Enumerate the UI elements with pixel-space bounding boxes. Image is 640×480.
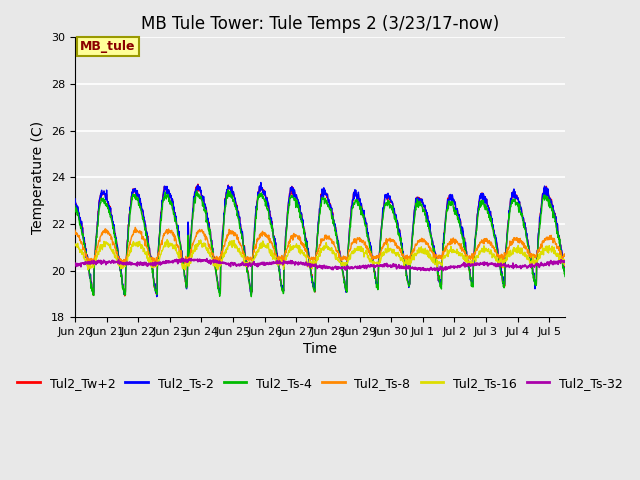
Legend: Tul2_Tw+2, Tul2_Ts-2, Tul2_Ts-4, Tul2_Ts-8, Tul2_Ts-16, Tul2_Ts-32: Tul2_Tw+2, Tul2_Ts-2, Tul2_Ts-4, Tul2_Ts… xyxy=(12,372,628,395)
Y-axis label: Temperature (C): Temperature (C) xyxy=(31,120,45,234)
X-axis label: Time: Time xyxy=(303,342,337,357)
Text: MB_tule: MB_tule xyxy=(80,40,136,53)
Title: MB Tule Tower: Tule Temps 2 (3/23/17-now): MB Tule Tower: Tule Temps 2 (3/23/17-now… xyxy=(141,15,499,33)
